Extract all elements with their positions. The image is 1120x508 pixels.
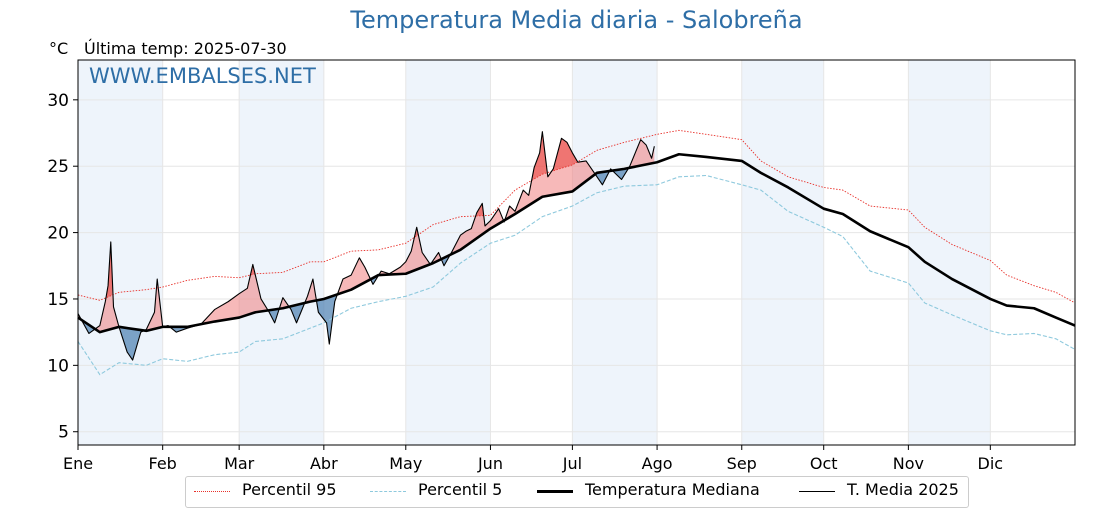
fill-above-median — [379, 227, 431, 276]
fill-above-median — [306, 279, 318, 304]
chart-title: Temperatura Media diaria - Salobreña — [350, 6, 803, 34]
legend-swatch-current — [799, 491, 835, 492]
legend-label-p95: Percentil 95 — [242, 480, 337, 499]
x-tick-label: Abr — [310, 454, 338, 473]
y-tick-label: 25 — [47, 157, 69, 177]
fill-above-median — [629, 139, 655, 168]
x-tick-label: Ene — [63, 454, 93, 473]
x-tick-label: Jun — [477, 454, 503, 473]
x-tick-label: Jul — [562, 454, 582, 473]
legend-swatch-p5 — [370, 491, 406, 492]
month-band — [239, 60, 324, 445]
y-tick-label: 10 — [47, 356, 69, 376]
month-band — [572, 60, 658, 445]
series-line-p5 — [77, 174, 1076, 376]
month-band — [908, 60, 991, 445]
fill-above-median — [431, 252, 443, 264]
fill-above-median — [450, 203, 505, 255]
series-line-median — [77, 152, 1076, 334]
fill-above-median — [337, 257, 372, 295]
series-line-p95 — [77, 129, 1076, 304]
y-tick-label: 20 — [47, 224, 69, 244]
fill-below-median — [120, 327, 145, 361]
month-bands — [78, 60, 991, 445]
fill-above-p95 — [251, 264, 255, 275]
fill-above-median — [144, 279, 171, 331]
month-band — [78, 60, 163, 445]
last-temp-label: Última temp: 2025-07-30 — [84, 39, 287, 58]
fill-above-p95 — [532, 131, 547, 180]
legend-swatch-median — [537, 490, 573, 493]
legend-label-median: Temperatura Mediana — [585, 480, 760, 499]
x-tick-label: May — [389, 454, 422, 473]
x-tick-label: Feb — [149, 454, 177, 473]
unit-label: °C — [49, 39, 69, 58]
y-tick-label: 15 — [47, 290, 69, 310]
y-tick-label: 30 — [47, 91, 69, 111]
x-tick-label: Sep — [727, 454, 757, 473]
fill-above-p95 — [415, 227, 419, 237]
x-tick-label: Dic — [978, 454, 1004, 473]
series-lines — [77, 129, 1076, 376]
x-axis: Ene Feb Mar Abr May Jun Jul Ago Sep Oct Nov Dic — [63, 445, 1003, 473]
x-tick-label: Ago — [642, 454, 673, 473]
x-tick-label: Oct — [810, 454, 838, 473]
fill-below-median — [289, 299, 307, 323]
x-tick-label: Nov — [893, 454, 924, 473]
y-tick-label: 5 — [58, 423, 69, 443]
fill-below-median — [317, 294, 338, 345]
watermark: WWW.EMBALSES.NET — [89, 64, 316, 88]
fill-above-median — [505, 131, 596, 220]
legend: Percentil 95 Percentil 5 Temperatura Med… — [185, 476, 969, 508]
fill-above-median — [202, 264, 270, 324]
fill-above-p95 — [476, 203, 484, 216]
legend-label-p5: Percentil 5 — [418, 480, 503, 499]
legend-swatch-p95 — [194, 491, 230, 492]
month-band — [741, 60, 824, 445]
y-axis: 5 10 15 20 25 30 — [47, 91, 78, 443]
fill-above-p95 — [551, 138, 577, 172]
series-line-current — [77, 131, 655, 361]
legend-label-current: T. Media 2025 — [847, 480, 959, 499]
x-tick-label: Mar — [224, 454, 255, 473]
plot-frame — [77, 59, 1076, 446]
